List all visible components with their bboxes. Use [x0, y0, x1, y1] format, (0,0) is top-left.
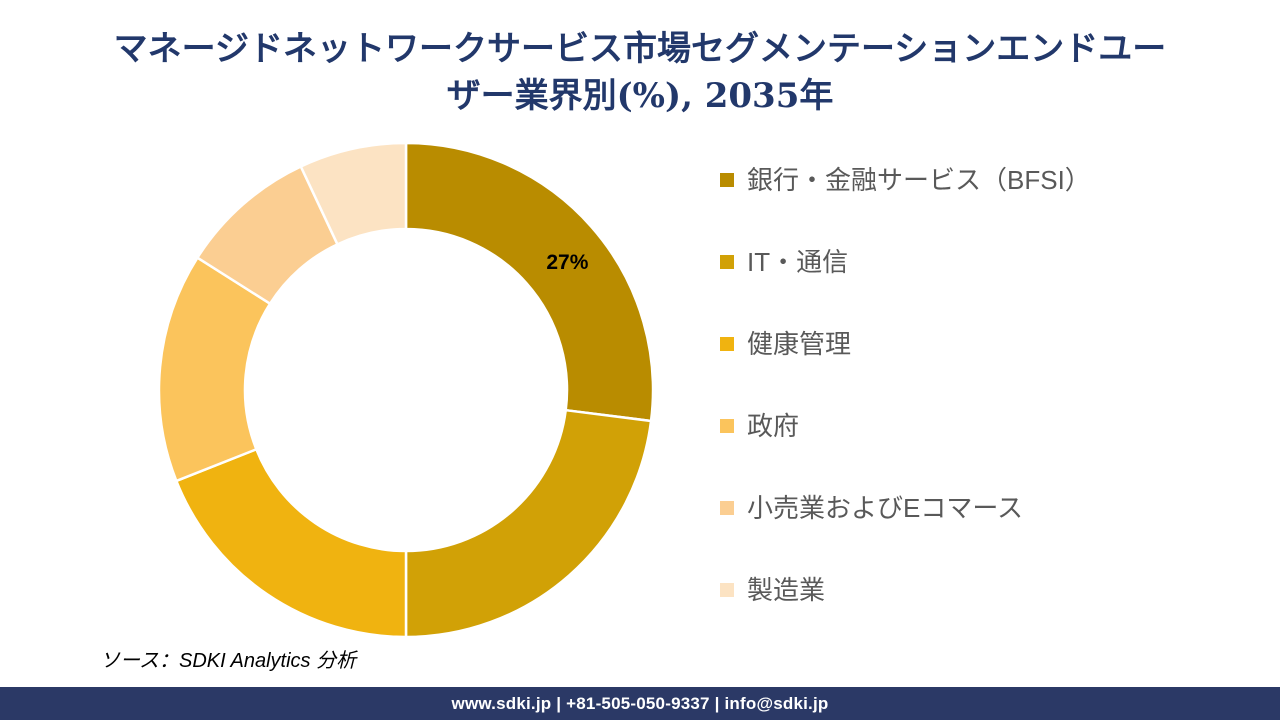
source-note: ソース：SDKI Analytics 分析 — [100, 644, 356, 673]
legend-label: 銀行・金融サービス（BFSI） — [747, 165, 1091, 195]
donut-chart: 27% — [157, 141, 655, 639]
legend-label: 小売業およびEコマース — [747, 493, 1024, 523]
chart-title-line-1: マネージドネットワークサービス市場セグメンテーションエンドユー — [113, 29, 1167, 69]
legend-item-4: 小売業およびEコマース — [720, 491, 1091, 525]
data-label-segment-0: 27% — [546, 251, 588, 274]
legend-item-2: 健康管理 — [720, 327, 1091, 361]
legend-label: 製造業 — [747, 575, 826, 605]
legend-swatch-icon — [720, 255, 734, 269]
donut-segment-5 — [299, 141, 408, 246]
legend-swatch-icon — [720, 583, 734, 597]
legend-label: 政府 — [747, 411, 800, 441]
legend-swatch-icon — [720, 419, 734, 433]
legend-swatch-icon — [720, 337, 734, 351]
legend-swatch-icon — [720, 501, 734, 515]
chart-legend: 銀行・金融サービス（BFSI） IT・通信健康管理政府小売業およびEコマース 製造業 — [720, 163, 1091, 607]
legend-item-1: IT・通信 — [720, 245, 1091, 279]
legend-label: 健康管理 — [747, 329, 852, 359]
footer-bar: www.sdki.jp | +81-505-050-9337 | info@sd… — [0, 687, 1280, 720]
legend-swatch-icon — [720, 173, 734, 187]
legend-label: IT・通信 — [747, 247, 849, 277]
legend-item-3: 政府 — [720, 409, 1091, 443]
donut-segment-0 — [404, 141, 655, 423]
source-text: ソース：SDKI Analytics 分析 — [100, 650, 357, 672]
legend-item-5: 製造業 — [720, 573, 1091, 607]
chart-title-line-2: ザー業界別(%), 2035年 — [446, 76, 834, 116]
donut-segment-2 — [175, 448, 408, 639]
legend-item-0: 銀行・金融サービス（BFSI） — [720, 163, 1091, 197]
chart-title: マネージドネットワークサービス市場セグメンテーションエンドユー ザー業界別(%),… — [0, 26, 1280, 120]
donut-segment-1 — [404, 408, 653, 639]
footer-contact: www.sdki.jp | +81-505-050-9337 | info@sd… — [451, 693, 829, 713]
